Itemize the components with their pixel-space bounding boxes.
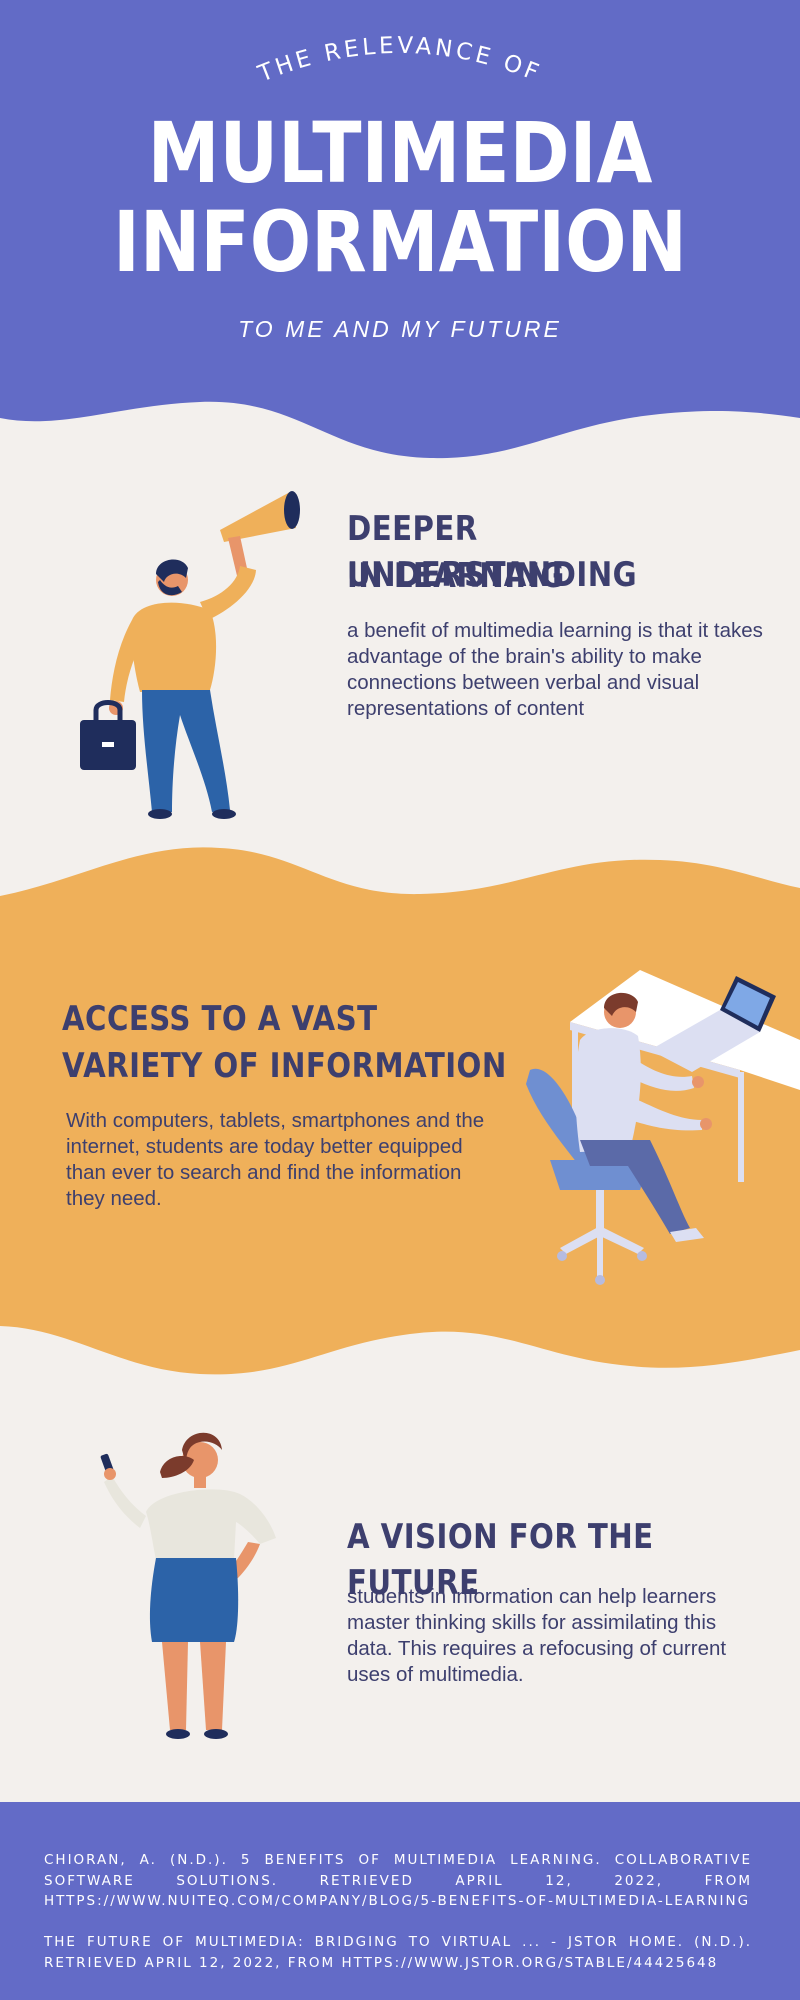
reference-1: Chioran, A. (n.d.). 5 benefits of multim… [44,1852,752,1909]
section-2-heading-line1: ACCESS TO A VAST [62,999,378,1039]
main-title-line1: MULTIMEDIA [147,104,653,202]
section-1-heading-line2: IN LEARNING [347,556,565,596]
section-1-body: a benefit of multimedia learning is that… [347,619,763,720]
section-1-heading-line1: DEEPER UNDERSTANDING [347,509,638,595]
arc-title: THE RELEVANCE OF [254,33,545,88]
laptop-icon [650,1010,760,1072]
arc-title-text: THE RELEVANCE OF [254,33,542,88]
woman-with-phone-illustration [100,1432,276,1739]
section-3-body: students in information can help learner… [347,1585,727,1686]
section-3-heading: A VISION FOR THE FUTURE [347,1517,654,1603]
header-band [0,0,800,459]
svg-text:THE RELEVANCE OF: THE RELEVANCE OF [254,33,545,88]
reference-2: The future of multimedia: Bridging to vi… [44,1934,752,1971]
section-2-heading-line2: VARIETY OF INFORMATION [62,1046,507,1086]
man-with-megaphone-illustration [80,491,300,819]
section-2-body: With computers, tablets, smartphones and… [66,1109,485,1210]
megaphone-icon [220,492,296,542]
man-at-laptop-illustration [526,970,800,1285]
subtitle: TO ME AND MY FUTURE [238,316,562,342]
main-title-line2: INFORMATION [113,193,687,291]
footer-band [0,1802,800,2000]
